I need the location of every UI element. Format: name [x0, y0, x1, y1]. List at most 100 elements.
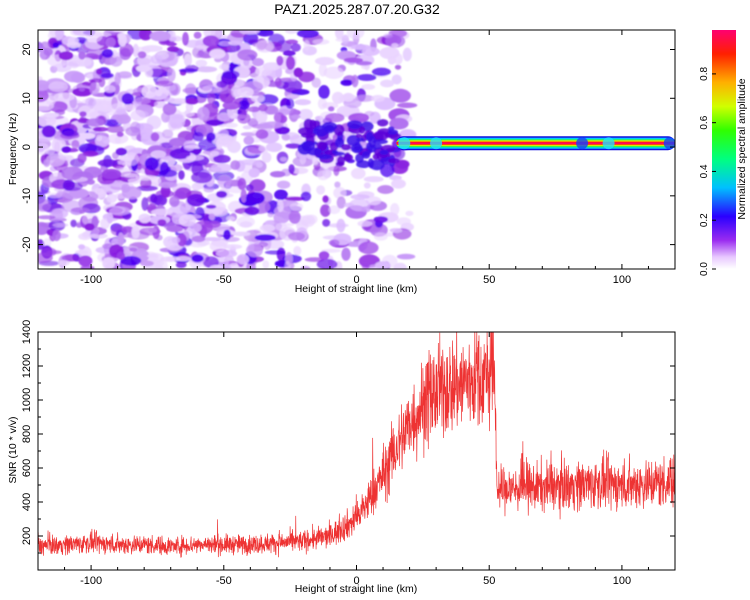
noise-blob — [106, 125, 126, 133]
colorbar-tick-label: 0.0 — [699, 262, 710, 276]
noise-blob — [336, 196, 346, 209]
noise-blob — [133, 97, 151, 105]
noise-blob — [183, 53, 193, 67]
noise-blob — [224, 122, 238, 128]
noise-blob — [82, 150, 99, 157]
snr-panel: -100 -50 0 50 100 200 400 600 800 1000 1200 1400 He… — [7, 320, 676, 595]
noise-blob — [281, 134, 291, 141]
noise-blob — [49, 208, 63, 222]
noise-blob — [262, 121, 284, 129]
noise-blob — [275, 126, 290, 135]
noise-blob — [373, 216, 388, 223]
noise-blob — [221, 263, 232, 269]
noise-blob — [355, 61, 372, 66]
noise-blob — [239, 30, 260, 35]
noise-blob — [169, 148, 191, 160]
noise-blob — [111, 49, 118, 58]
noise-blob — [71, 139, 80, 149]
noise-blob — [46, 250, 62, 255]
noise-blob — [213, 154, 231, 164]
noise-blob — [52, 223, 69, 228]
noise-blob — [222, 101, 241, 110]
noise-blob — [393, 53, 403, 65]
noise-blob — [92, 98, 110, 111]
noise-blob — [120, 255, 142, 266]
noise-blob — [218, 135, 237, 145]
noise-blob — [100, 72, 114, 79]
colorbar-tick-label: 0.8 — [699, 67, 710, 81]
signal-band-blob — [576, 137, 589, 150]
noise-blob — [322, 195, 329, 203]
cluster-blob — [317, 154, 333, 160]
noise-blob — [103, 119, 119, 127]
y-tick-label: 1200 — [21, 354, 33, 378]
noise-blob — [280, 157, 288, 162]
noise-blob — [361, 206, 371, 213]
noise-blob — [396, 217, 411, 226]
noise-blob — [135, 175, 158, 181]
noise-blob — [128, 178, 141, 184]
noise-blob — [265, 142, 283, 152]
noise-blob — [86, 118, 105, 127]
noise-blob — [205, 204, 217, 209]
noise-blob — [54, 30, 65, 38]
noise-blob — [288, 232, 305, 241]
noise-blob — [389, 228, 402, 233]
noise-blob — [315, 57, 335, 66]
cluster-blob — [358, 126, 366, 134]
noise-blob — [291, 167, 309, 175]
noise-blob — [191, 254, 204, 263]
noise-blob — [258, 104, 268, 112]
noise-blob — [285, 39, 298, 45]
cluster-blob — [341, 144, 351, 151]
noise-blob — [346, 30, 365, 40]
noise-blob — [312, 39, 330, 45]
noise-blob — [262, 260, 270, 269]
noise-blob — [306, 214, 318, 225]
cluster-blob — [324, 125, 334, 132]
noise-blob — [101, 49, 114, 58]
noise-blob — [136, 185, 158, 192]
noise-blob — [195, 59, 208, 67]
noise-blob — [244, 206, 260, 216]
cluster-blob — [367, 144, 377, 153]
cluster-blob — [377, 128, 392, 135]
noise-blob — [46, 153, 66, 167]
noise-blob — [141, 84, 158, 99]
noise-blob — [158, 181, 178, 188]
noise-blob — [167, 68, 176, 82]
noise-blob — [252, 58, 264, 67]
noise-blob — [236, 253, 250, 265]
noise-blob — [115, 147, 128, 156]
noise-blob — [202, 84, 222, 94]
noise-blob — [300, 265, 311, 269]
noise-blob — [76, 57, 92, 67]
noise-blob — [139, 111, 149, 119]
noise-blob — [203, 220, 221, 229]
noise-blob — [146, 254, 159, 258]
noise-blob — [223, 244, 243, 250]
noise-blob — [215, 249, 238, 258]
noise-blob — [323, 66, 344, 80]
noise-blob — [157, 219, 167, 226]
noise-blob — [121, 93, 134, 105]
noise-blob — [217, 175, 232, 189]
noise-blob — [38, 114, 57, 128]
noise-blob — [396, 253, 416, 260]
noise-blob — [175, 255, 191, 262]
noise-blob — [339, 107, 360, 114]
spectrogram-y-label: Frequency (Hz) — [7, 113, 19, 185]
noise-blob — [121, 186, 142, 200]
colorbar-tick-label: 0.6 — [699, 115, 710, 129]
noise-blob — [298, 108, 313, 121]
noise-blob — [89, 82, 100, 96]
noise-blob — [175, 261, 187, 269]
noise-blob — [110, 224, 127, 237]
signal-band-blob — [430, 137, 443, 150]
noise-blob — [155, 80, 174, 87]
noise-blob — [391, 43, 399, 48]
noise-blob — [328, 239, 340, 246]
noise-blob — [169, 196, 180, 207]
noise-blob — [116, 114, 131, 124]
